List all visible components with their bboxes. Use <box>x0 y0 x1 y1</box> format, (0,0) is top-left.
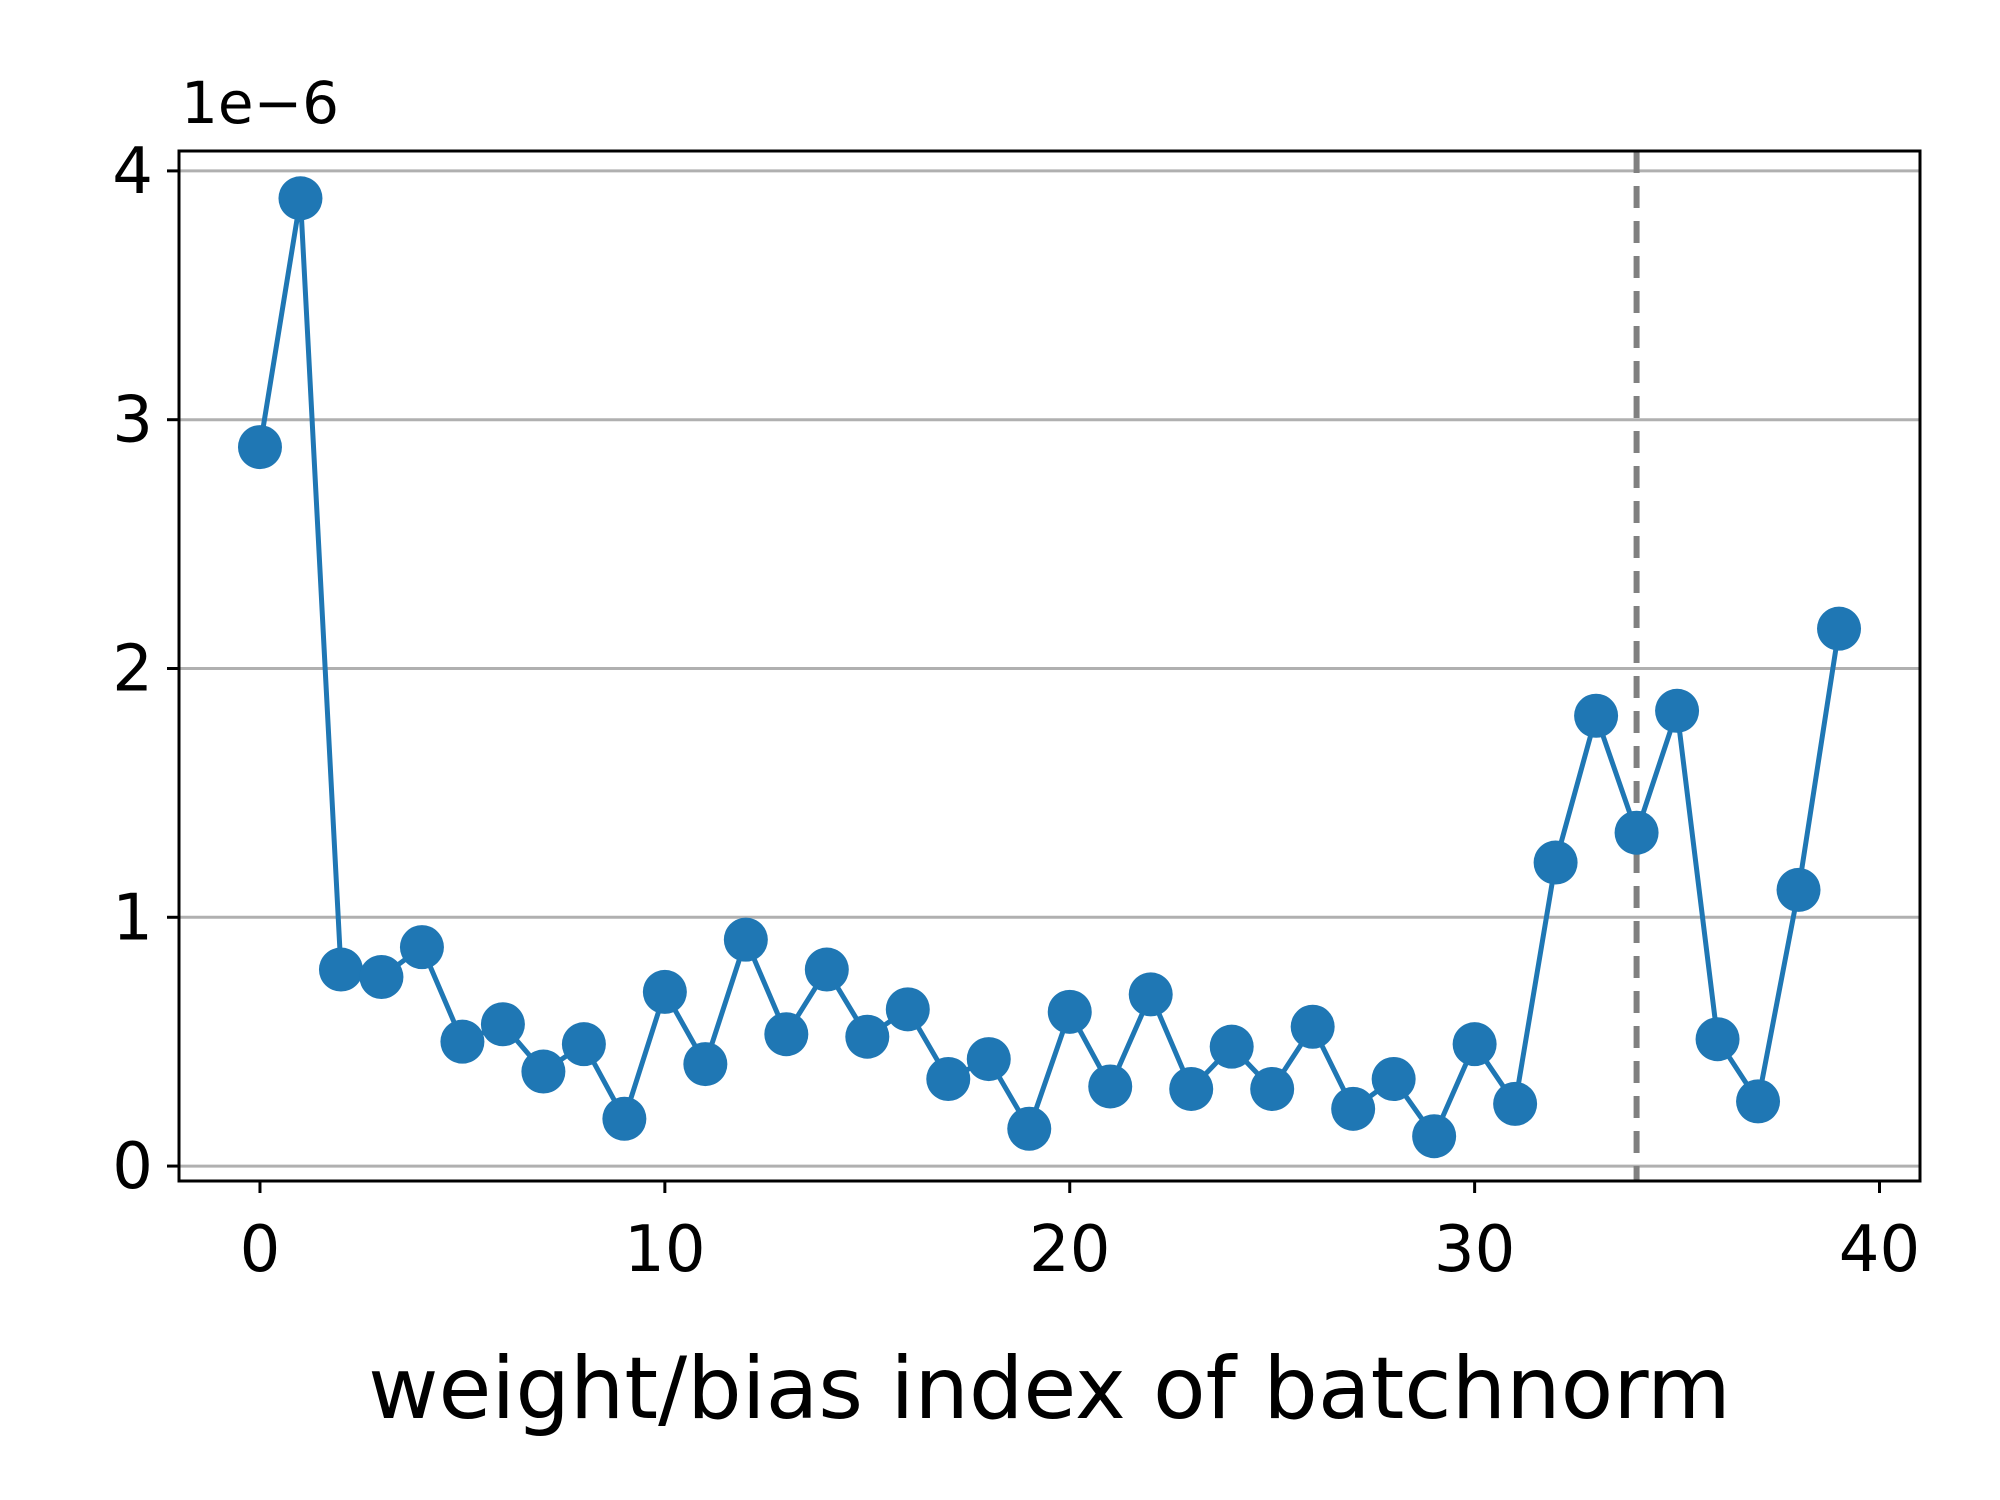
data-point <box>440 1019 485 1064</box>
data-point <box>845 1014 890 1059</box>
data-point <box>480 1002 525 1047</box>
data-point <box>926 1056 971 1101</box>
data-point <box>561 1022 606 1067</box>
data-point <box>1169 1066 1214 1111</box>
data-point <box>1047 989 1092 1034</box>
data-point <box>1533 840 1578 885</box>
y-tick-label: 3 <box>112 384 153 458</box>
data-point <box>1331 1086 1376 1131</box>
data-point <box>804 947 849 992</box>
series-line <box>257 195 1842 1139</box>
x-tick-label: 40 <box>1839 1213 1920 1287</box>
x-axis-label: weight/bias index of batchnorm <box>368 1339 1731 1439</box>
y-tick-label: 2 <box>112 632 153 706</box>
data-point <box>1088 1064 1133 1109</box>
data-point <box>1493 1081 1538 1126</box>
series-group <box>237 176 1862 1159</box>
y-axis-ticks: 0 1 2 3 4 <box>112 135 179 1204</box>
data-point <box>1371 1056 1416 1101</box>
data-point <box>1452 1022 1497 1067</box>
data-point <box>1736 1079 1781 1124</box>
data-point <box>318 947 363 992</box>
data-point <box>642 969 687 1014</box>
data-point <box>1007 1106 1052 1151</box>
plot-frame <box>177 149 1922 1183</box>
data-point <box>1695 1017 1740 1062</box>
data-point <box>1128 972 1173 1017</box>
grid-lines <box>179 169 1920 1168</box>
x-axis-ticks: 0 10 20 30 40 <box>240 1181 1920 1287</box>
data-point <box>278 176 323 221</box>
y-tick-label: 1 <box>112 881 153 955</box>
data-point <box>764 1012 809 1057</box>
data-point <box>399 925 444 970</box>
data-point <box>1817 606 1862 651</box>
x-tick-label: 10 <box>624 1213 705 1287</box>
y-axis-offset-label: 1e−6 <box>181 69 339 137</box>
data-point <box>1290 1004 1335 1049</box>
data-point <box>1655 688 1700 733</box>
data-point <box>1209 1024 1254 1069</box>
x-tick-label: 30 <box>1434 1213 1515 1287</box>
data-point <box>885 987 930 1032</box>
data-point <box>1776 867 1821 912</box>
x-tick-label: 0 <box>240 1213 281 1287</box>
data-point <box>237 425 282 470</box>
data-point <box>602 1096 647 1141</box>
data-point <box>1250 1066 1295 1111</box>
data-point <box>1412 1114 1457 1159</box>
y-tick-label: 4 <box>112 135 153 209</box>
data-point <box>521 1049 566 1094</box>
x-tick-label: 20 <box>1029 1213 1110 1287</box>
data-point <box>966 1037 1011 1082</box>
data-point <box>683 1042 728 1087</box>
data-point <box>723 917 768 962</box>
data-point <box>1614 810 1659 855</box>
y-tick-label: 0 <box>112 1130 153 1204</box>
data-point <box>1574 693 1619 738</box>
data-point <box>359 954 404 999</box>
